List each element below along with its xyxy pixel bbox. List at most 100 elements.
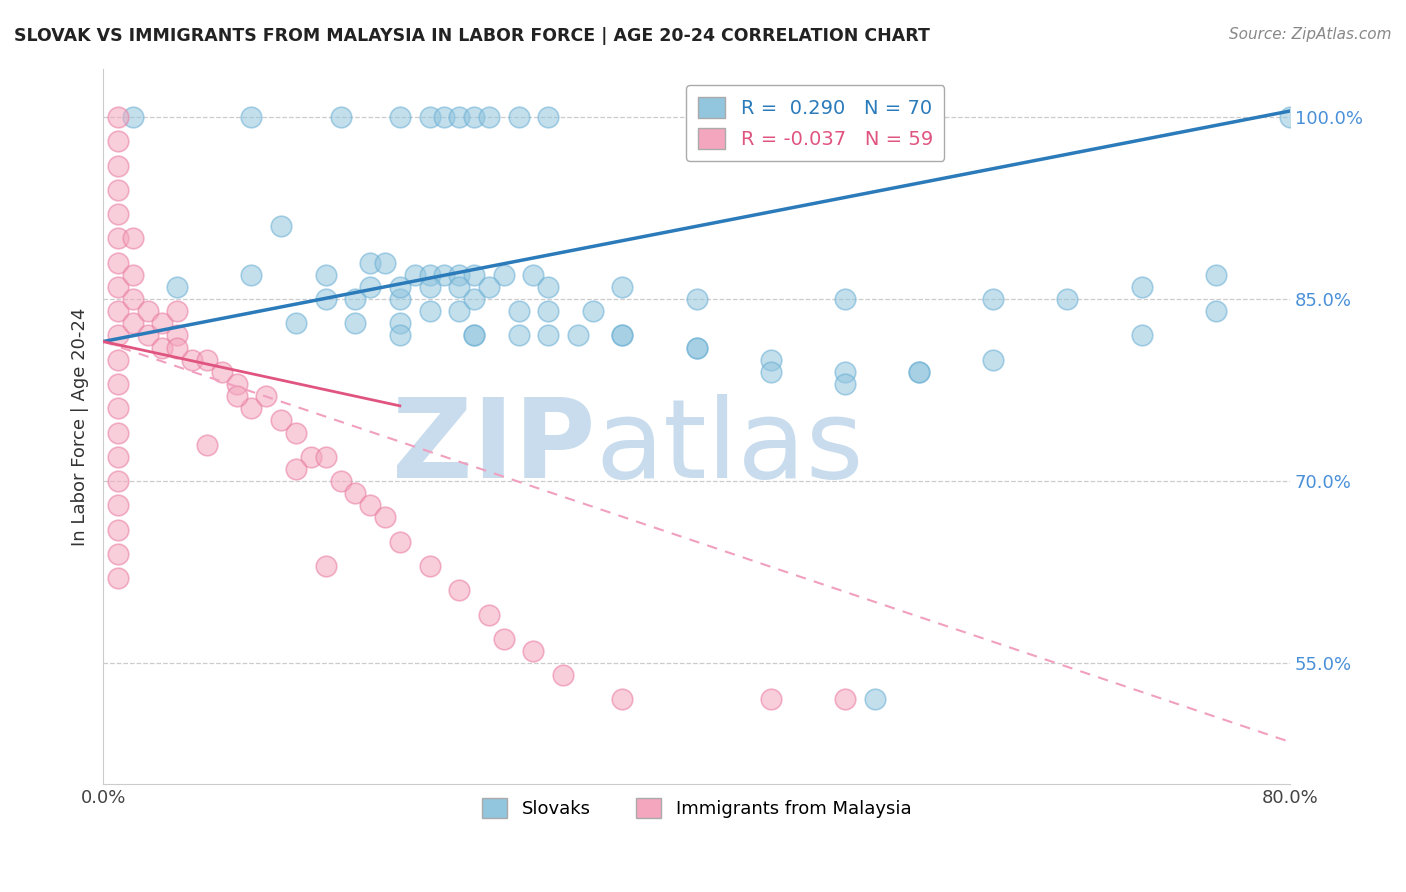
- Point: [433, 110, 456, 124]
- Point: [121, 231, 143, 245]
- Point: [759, 352, 782, 367]
- Point: [107, 134, 129, 148]
- Point: [107, 523, 129, 537]
- Point: [329, 110, 352, 124]
- Point: [551, 668, 574, 682]
- Point: [537, 304, 560, 318]
- Point: [981, 352, 1004, 367]
- Point: [107, 304, 129, 318]
- Point: [522, 268, 544, 282]
- Point: [418, 268, 440, 282]
- Point: [863, 692, 886, 706]
- Point: [107, 110, 129, 124]
- Point: [449, 280, 471, 294]
- Point: [315, 559, 337, 574]
- Point: [225, 389, 247, 403]
- Point: [508, 110, 530, 124]
- Text: SLOVAK VS IMMIGRANTS FROM MALAYSIA IN LABOR FORCE | AGE 20-24 CORRELATION CHART: SLOVAK VS IMMIGRANTS FROM MALAYSIA IN LA…: [14, 27, 929, 45]
- Point: [685, 341, 707, 355]
- Point: [121, 110, 143, 124]
- Point: [299, 450, 322, 464]
- Point: [388, 280, 411, 294]
- Text: ZIP: ZIP: [392, 394, 596, 501]
- Point: [166, 304, 188, 318]
- Point: [1130, 328, 1153, 343]
- Point: [107, 207, 129, 221]
- Point: [492, 268, 515, 282]
- Point: [285, 316, 308, 330]
- Text: atlas: atlas: [596, 394, 865, 501]
- Point: [285, 462, 308, 476]
- Point: [834, 692, 856, 706]
- Point: [759, 692, 782, 706]
- Point: [344, 316, 367, 330]
- Point: [478, 280, 501, 294]
- Point: [1205, 268, 1227, 282]
- Point: [240, 110, 263, 124]
- Point: [166, 341, 188, 355]
- Point: [404, 268, 426, 282]
- Point: [685, 292, 707, 306]
- Point: [285, 425, 308, 440]
- Point: [463, 328, 485, 343]
- Point: [152, 341, 174, 355]
- Point: [315, 268, 337, 282]
- Point: [225, 376, 247, 391]
- Point: [107, 425, 129, 440]
- Point: [463, 292, 485, 306]
- Point: [107, 474, 129, 488]
- Point: [834, 376, 856, 391]
- Point: [463, 110, 485, 124]
- Point: [463, 268, 485, 282]
- Point: [449, 110, 471, 124]
- Point: [582, 304, 605, 318]
- Point: [107, 328, 129, 343]
- Point: [508, 328, 530, 343]
- Point: [107, 255, 129, 269]
- Point: [612, 328, 634, 343]
- Point: [107, 450, 129, 464]
- Point: [834, 292, 856, 306]
- Point: [418, 280, 440, 294]
- Point: [522, 644, 544, 658]
- Point: [107, 376, 129, 391]
- Point: [449, 304, 471, 318]
- Point: [981, 292, 1004, 306]
- Point: [388, 316, 411, 330]
- Point: [418, 110, 440, 124]
- Text: Source: ZipAtlas.com: Source: ZipAtlas.com: [1229, 27, 1392, 42]
- Point: [388, 534, 411, 549]
- Point: [152, 316, 174, 330]
- Y-axis label: In Labor Force | Age 20-24: In Labor Force | Age 20-24: [72, 307, 89, 546]
- Point: [359, 499, 381, 513]
- Point: [107, 159, 129, 173]
- Point: [418, 559, 440, 574]
- Point: [612, 328, 634, 343]
- Point: [685, 341, 707, 355]
- Point: [136, 304, 159, 318]
- Point: [449, 583, 471, 598]
- Point: [211, 365, 233, 379]
- Point: [834, 365, 856, 379]
- Point: [181, 352, 204, 367]
- Point: [344, 292, 367, 306]
- Point: [195, 352, 218, 367]
- Point: [121, 268, 143, 282]
- Point: [166, 328, 188, 343]
- Point: [254, 389, 277, 403]
- Point: [315, 292, 337, 306]
- Legend: Slovaks, Immigrants from Malaysia: Slovaks, Immigrants from Malaysia: [475, 791, 918, 825]
- Point: [121, 292, 143, 306]
- Point: [107, 280, 129, 294]
- Point: [166, 280, 188, 294]
- Point: [359, 255, 381, 269]
- Point: [136, 328, 159, 343]
- Point: [908, 365, 931, 379]
- Point: [270, 413, 292, 427]
- Point: [374, 510, 396, 524]
- Point: [240, 401, 263, 416]
- Point: [388, 110, 411, 124]
- Point: [107, 352, 129, 367]
- Point: [612, 692, 634, 706]
- Point: [388, 328, 411, 343]
